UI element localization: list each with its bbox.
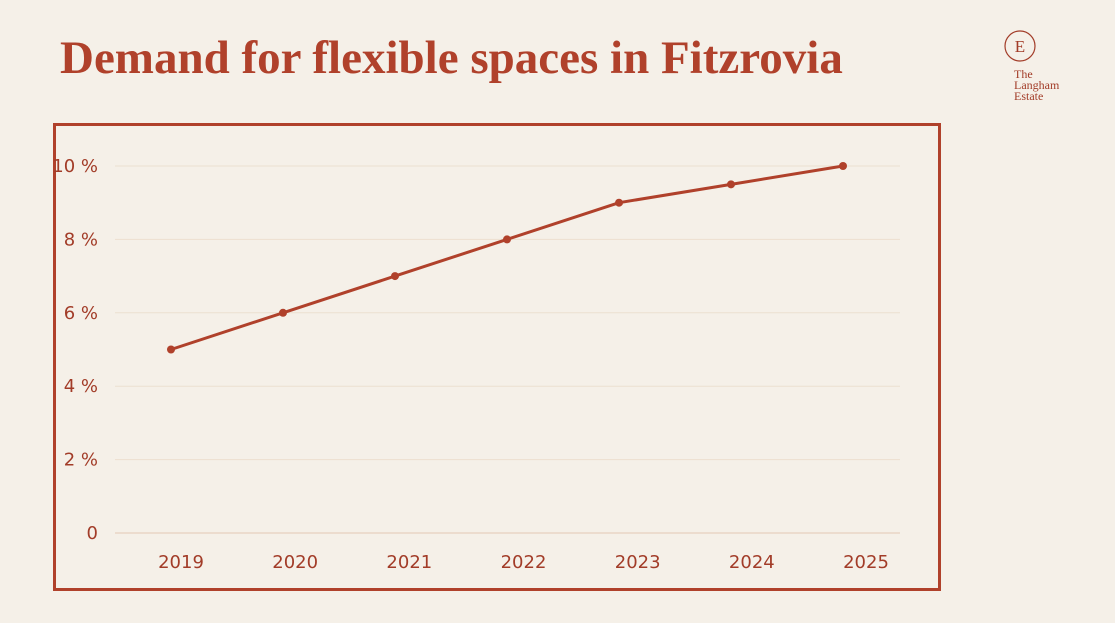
point	[839, 162, 847, 170]
x-tick-label: 2025	[843, 552, 889, 573]
point	[615, 198, 623, 207]
y-tick-label: 8 %	[64, 229, 98, 250]
brand-text: Estate	[1014, 89, 1043, 103]
brand-mark: E	[1015, 37, 1025, 56]
point	[391, 272, 399, 281]
frame	[53, 123, 941, 591]
x-tick-label: 2023	[615, 552, 661, 573]
y-tick-label: 6 %	[64, 303, 98, 324]
brand-circle	[1004, 30, 1036, 62]
x-tick-label: 2019	[158, 552, 204, 573]
x-tick-label: 2024	[729, 552, 775, 573]
y-tick-label: 10 %	[52, 156, 98, 177]
y-tick-label: 0	[87, 523, 98, 544]
point	[727, 180, 735, 189]
y-tick-label: 4 %	[64, 376, 98, 397]
point	[167, 345, 175, 354]
x-tick-label: 2022	[501, 552, 547, 573]
chart-title: Demand for flexible spaces in Fitzrovia	[60, 32, 843, 84]
x-tick-label: 2021	[386, 552, 432, 573]
point	[279, 308, 287, 317]
x-tick-label: 2020	[272, 552, 318, 573]
brand-text: Langham	[1014, 78, 1060, 92]
brand-text: The	[1014, 67, 1033, 81]
y-tick-label: 2 %	[64, 450, 98, 471]
point	[503, 235, 511, 244]
